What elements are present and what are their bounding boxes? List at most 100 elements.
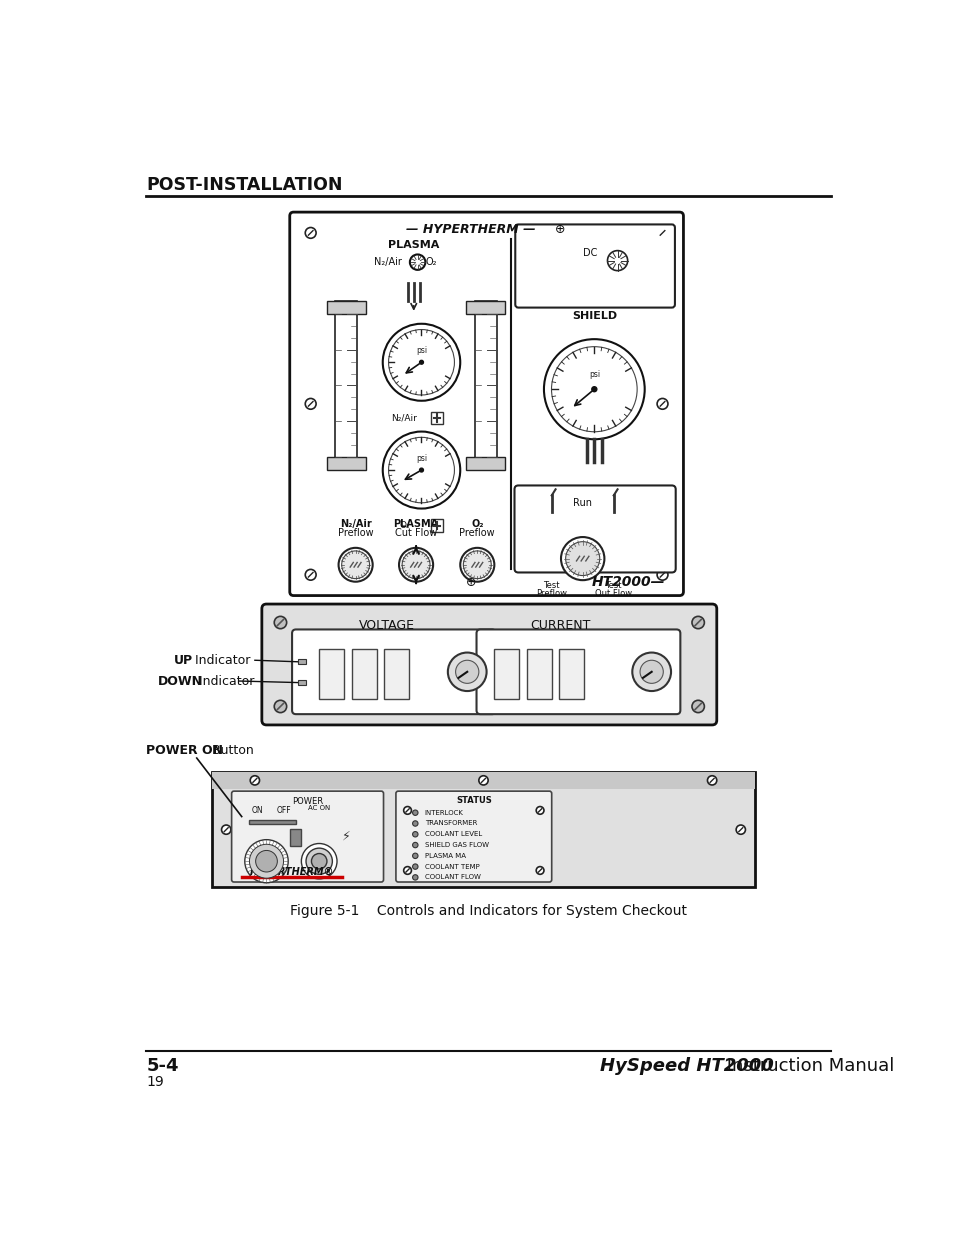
- Text: Figure 5-1    Controls and Indicators for System Checkout: Figure 5-1 Controls and Indicators for S…: [290, 904, 687, 918]
- Bar: [249, 820, 295, 824]
- Circle shape: [402, 551, 430, 579]
- Circle shape: [657, 569, 667, 580]
- Circle shape: [305, 227, 315, 238]
- Circle shape: [639, 661, 662, 683]
- Text: PLASMA MA: PLASMA MA: [424, 853, 465, 858]
- Bar: [431, 520, 443, 531]
- Circle shape: [403, 867, 411, 874]
- Circle shape: [591, 387, 597, 391]
- Circle shape: [306, 848, 332, 874]
- Circle shape: [305, 569, 315, 580]
- Text: PLASMA: PLASMA: [393, 519, 438, 529]
- Circle shape: [657, 227, 667, 238]
- Text: Button: Button: [208, 743, 253, 757]
- Bar: [384, 648, 409, 699]
- Text: COOLANT TEMP: COOLANT TEMP: [424, 863, 478, 869]
- Text: TRANSFORMER: TRANSFORMER: [424, 820, 476, 826]
- Text: INTERLOCK: INTERLOCK: [424, 810, 463, 815]
- Text: UP: UP: [173, 653, 193, 667]
- Circle shape: [412, 864, 417, 869]
- Text: COOLANT LEVEL: COOLANT LEVEL: [424, 831, 481, 837]
- Text: ⊕: ⊕: [465, 576, 476, 589]
- Text: psi: psi: [416, 454, 427, 463]
- Text: Out Flow: Out Flow: [595, 589, 632, 598]
- Circle shape: [274, 616, 286, 629]
- Text: Test: Test: [605, 580, 621, 590]
- Text: ⊕: ⊕: [555, 224, 565, 236]
- Text: psi: psi: [588, 369, 599, 379]
- Circle shape: [249, 845, 283, 878]
- Text: O₂: O₂: [425, 257, 436, 267]
- Text: N₂/Air: N₂/Air: [339, 519, 371, 529]
- Text: SHIELD GAS FLOW: SHIELD GAS FLOW: [424, 842, 488, 848]
- Text: SHIELD: SHIELD: [571, 311, 617, 321]
- Bar: [212, 772, 754, 789]
- Bar: [352, 648, 376, 699]
- Text: 5-4: 5-4: [146, 1057, 178, 1074]
- Circle shape: [382, 431, 459, 509]
- Bar: [327, 300, 365, 314]
- Bar: [327, 457, 365, 471]
- Circle shape: [412, 874, 417, 881]
- FancyBboxPatch shape: [514, 485, 675, 573]
- Circle shape: [301, 844, 336, 879]
- Circle shape: [551, 347, 637, 432]
- Circle shape: [463, 551, 491, 579]
- Text: HYPERTHERM®: HYPERTHERM®: [250, 867, 334, 877]
- Circle shape: [607, 251, 627, 270]
- Bar: [466, 457, 505, 471]
- Circle shape: [459, 548, 494, 582]
- Circle shape: [456, 661, 478, 683]
- FancyBboxPatch shape: [395, 792, 551, 882]
- Text: POST-INSTALLATION: POST-INSTALLATION: [146, 177, 342, 194]
- FancyBboxPatch shape: [515, 225, 674, 308]
- FancyBboxPatch shape: [232, 792, 383, 882]
- Circle shape: [382, 324, 459, 401]
- Bar: [298, 679, 306, 685]
- Text: POWER: POWER: [292, 797, 323, 805]
- Bar: [494, 648, 518, 699]
- Bar: [335, 300, 356, 471]
- Bar: [558, 648, 583, 699]
- Bar: [475, 300, 497, 471]
- Circle shape: [403, 806, 411, 814]
- Text: CURRENT: CURRENT: [530, 619, 590, 632]
- Text: Instruction Manual: Instruction Manual: [720, 1057, 893, 1074]
- Circle shape: [632, 652, 670, 692]
- Circle shape: [388, 437, 454, 503]
- Text: Indicator: Indicator: [191, 653, 250, 667]
- Text: COOLANT FLOW: COOLANT FLOW: [424, 874, 480, 881]
- Bar: [290, 829, 300, 846]
- Circle shape: [478, 776, 488, 785]
- FancyBboxPatch shape: [476, 630, 679, 714]
- Text: AC ON: AC ON: [308, 805, 330, 811]
- Text: Preflow: Preflow: [337, 529, 373, 538]
- Text: Indicator: Indicator: [195, 674, 254, 688]
- Text: Preflow: Preflow: [536, 589, 567, 598]
- Circle shape: [412, 810, 417, 815]
- Text: HT2000—: HT2000—: [592, 576, 665, 589]
- Circle shape: [398, 548, 433, 582]
- Circle shape: [657, 399, 667, 409]
- Circle shape: [221, 825, 231, 835]
- FancyBboxPatch shape: [290, 212, 682, 595]
- Circle shape: [736, 825, 744, 835]
- Text: POWER ON: POWER ON: [146, 743, 223, 757]
- Text: Cut Flow: Cut Flow: [395, 529, 436, 538]
- FancyBboxPatch shape: [261, 604, 716, 725]
- Text: — HYPERTHERM —: — HYPERTHERM —: [406, 224, 536, 236]
- Circle shape: [305, 399, 315, 409]
- Circle shape: [447, 652, 486, 692]
- Text: DC: DC: [582, 248, 597, 258]
- Circle shape: [419, 468, 423, 472]
- Text: DOWN: DOWN: [158, 674, 203, 688]
- Circle shape: [341, 551, 369, 579]
- Circle shape: [338, 548, 373, 582]
- Text: N₂/Air: N₂/Air: [391, 414, 417, 422]
- Text: HySpeed HT2000: HySpeed HT2000: [599, 1057, 773, 1074]
- Text: O₂: O₂: [398, 521, 410, 530]
- FancyBboxPatch shape: [292, 630, 496, 714]
- FancyBboxPatch shape: [212, 772, 754, 888]
- Bar: [431, 411, 443, 424]
- Bar: [466, 300, 505, 314]
